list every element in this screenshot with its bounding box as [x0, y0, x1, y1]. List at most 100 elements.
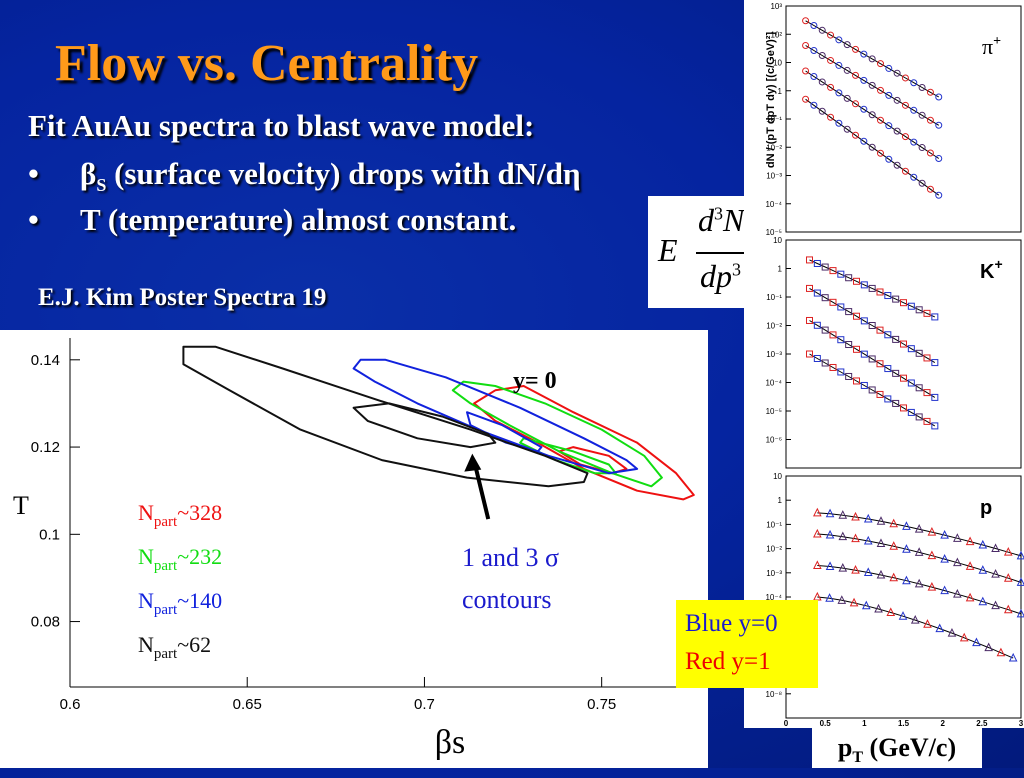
spectra-y-tick-label: 1 — [778, 265, 783, 274]
poster-credit: E.J. Kim Poster Spectra 19 — [38, 284, 326, 312]
legend-sub: part — [154, 514, 178, 530]
annotation-contours: contours — [462, 585, 552, 614]
spectra-y-tick-label: 1 — [778, 87, 783, 96]
spectra-y-tick-label: 10⁻² — [766, 545, 782, 554]
legend-value: ~328 — [177, 500, 222, 525]
particle-charge: + — [993, 34, 1001, 49]
spectra-y-tick-label: 10 — [773, 472, 782, 481]
particle-charge: + — [994, 256, 1002, 272]
x-tick-label: 0.6 — [60, 696, 81, 713]
beta-subscript: S — [96, 175, 106, 195]
legend-entry: Npart~62 — [138, 632, 211, 662]
bullet-dot: • — [28, 156, 39, 192]
spectra-point — [932, 360, 938, 366]
spectra-y-tick-label: 10⁻⁴ — [765, 200, 782, 209]
spectra-y-tick-label: 10⁻¹ — [766, 293, 782, 302]
formula-den-exp: 3 — [732, 259, 741, 279]
spectra-point — [932, 423, 938, 429]
y-axis-label-T: T — [8, 488, 34, 524]
legend-sub: part — [154, 646, 178, 662]
spectra-y-tick-label: 10 — [773, 59, 782, 68]
spectra-point — [803, 18, 809, 24]
spectra-point — [814, 530, 821, 537]
bullet-text: βS (surface velocity) drops with dN/dη — [80, 156, 581, 196]
arrow-head — [464, 454, 481, 472]
spectra-point — [814, 593, 821, 600]
y-tick-label: 0.14 — [31, 352, 60, 369]
spectra-y-tick-label: 10⁻² — [766, 143, 782, 152]
legend-sub: part — [154, 558, 178, 574]
particle-label: π+ — [982, 34, 1001, 59]
spectra-y-tick-label: 10² — [770, 30, 782, 39]
beta-symbol: β — [80, 156, 96, 191]
x-axis-label: βs — [435, 724, 466, 761]
particle-label: K+ — [980, 256, 1003, 283]
rapidity-legend: Blue y=0 Red y=1 — [676, 600, 818, 688]
spectra-point — [803, 68, 809, 74]
y-tick-label: 0.08 — [31, 614, 60, 631]
formula-numerator: d3N — [698, 202, 744, 239]
particle-label: p — [980, 497, 992, 519]
formula-denominator: dp3 — [700, 258, 741, 295]
formula-E: E — [658, 232, 678, 269]
legend-n: N — [138, 500, 154, 525]
particle-name: K — [980, 261, 995, 283]
spectra-x-tick-label: 3 — [1019, 719, 1024, 728]
legend-sub: part — [154, 602, 178, 618]
legend-red: Red y=1 — [685, 648, 771, 676]
legend-entry: Npart~140 — [138, 588, 222, 618]
legend-value: ~62 — [177, 632, 211, 657]
spectra-y-tick-label: 10⁻³ — [766, 172, 782, 181]
legend-entry: Npart~232 — [138, 544, 222, 574]
formula-N: N — [723, 202, 744, 238]
pt-sub: T — [852, 749, 863, 766]
formula-d: d — [698, 202, 714, 238]
x-tick-label: 0.7 — [414, 696, 435, 713]
spectra-y-tick-label: 10⁻³ — [766, 569, 782, 578]
pt-units: (GeV/c) — [863, 733, 956, 762]
spectra-point — [807, 317, 813, 323]
spectra-point — [803, 42, 809, 48]
spectra-point — [803, 96, 809, 102]
x-tick-label: 0.75 — [587, 696, 616, 713]
intro-text: Fit AuAu spectra to blast wave model: — [28, 108, 534, 144]
particle-name: π — [982, 34, 993, 59]
arrow-shaft — [475, 466, 488, 519]
spectra-y-tick-label: 10⁻⁸ — [766, 690, 783, 699]
bullet-temperature-text: T (temperature) almost constant. — [80, 202, 516, 238]
spectra-y-tick-label: 10⁻¹ — [766, 115, 782, 124]
spectra-y-tick-label: 10⁻⁶ — [766, 436, 782, 445]
x-tick-label: 0.65 — [233, 696, 262, 713]
legend-entry: Npart~328 — [138, 500, 222, 530]
legend-n: N — [138, 588, 154, 613]
legend-value: ~232 — [177, 544, 222, 569]
spectra-point — [814, 509, 821, 516]
spectra-fit-line — [817, 534, 1021, 582]
spectra-y-tick-label: 10⁻³ — [766, 350, 782, 359]
spectra-y-tick-label: 10⁻² — [766, 322, 782, 331]
annotation-sigma: 1 and 3 σ — [462, 543, 559, 572]
spectra-y-tick-label: 10 — [773, 236, 782, 245]
particle-name: p — [980, 497, 992, 519]
legend-value: ~140 — [177, 588, 222, 613]
spectra-point — [932, 314, 938, 320]
spectra-y-tick-label: 10⁻⁴ — [765, 379, 782, 388]
slide-title: Flow vs. Centrality — [55, 34, 478, 93]
spectra-y-tick-label: 10⁻⁵ — [766, 407, 782, 416]
bullet-beta-text: (surface velocity) drops with dN/dη — [106, 156, 580, 191]
spectra-y-tick-label: 10³ — [770, 2, 782, 11]
y-tick-label: 0.1 — [39, 526, 60, 543]
spectra-y-tick-label: 10⁻¹ — [766, 520, 782, 529]
legend-n: N — [138, 544, 154, 569]
spectra-y-tick-label: 1 — [778, 496, 783, 505]
spectra-point — [814, 562, 821, 569]
pt-axis-label: pT (GeV/c) — [812, 727, 982, 768]
spectra-x-tick-label: 0 — [784, 719, 789, 728]
annotation-y0: y= 0 — [513, 368, 557, 394]
formula-dp: dp — [700, 258, 732, 294]
formula-num-exp: 3 — [714, 203, 723, 223]
pt-p: p — [838, 733, 852, 762]
spectra-point — [932, 394, 938, 400]
bullet-dot: • — [28, 202, 39, 238]
